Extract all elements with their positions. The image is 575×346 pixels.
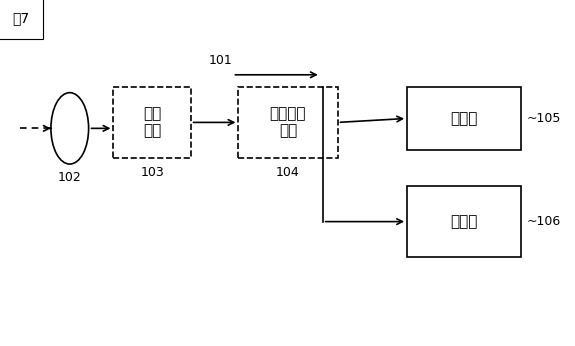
Text: 信号処理
回路: 信号処理 回路 <box>270 106 306 139</box>
Text: モニタ: モニタ <box>450 111 478 126</box>
Text: 104: 104 <box>276 165 300 179</box>
Bar <box>113 87 191 158</box>
Bar <box>239 87 338 158</box>
Text: 102: 102 <box>58 172 82 184</box>
Bar <box>407 87 521 150</box>
Text: 101: 101 <box>209 54 232 67</box>
Text: メモリ: メモリ <box>450 214 478 229</box>
Text: 図7: 図7 <box>12 11 29 25</box>
Text: 撮像
素子: 撮像 素子 <box>143 106 161 139</box>
Text: 103: 103 <box>140 165 164 179</box>
Text: ~105: ~105 <box>527 112 561 125</box>
Bar <box>407 186 521 257</box>
Ellipse shape <box>51 93 89 164</box>
Text: ~106: ~106 <box>527 215 561 228</box>
